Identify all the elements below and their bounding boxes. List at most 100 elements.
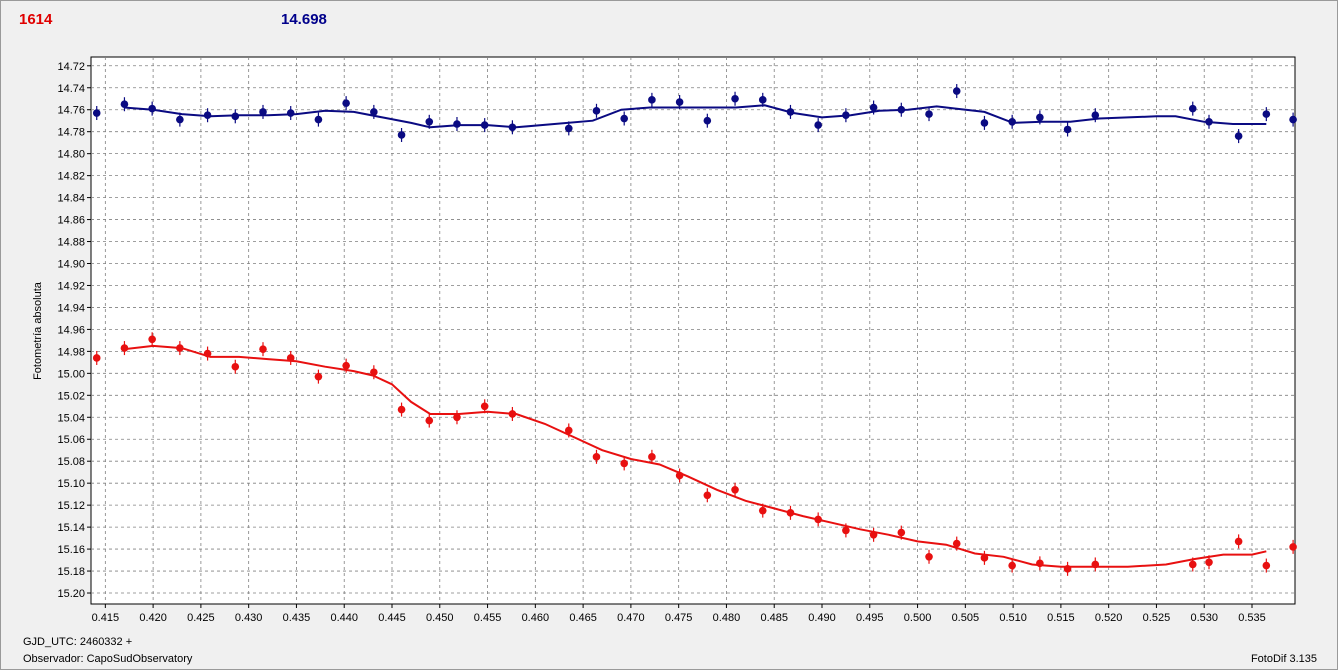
data-point [231, 112, 240, 121]
y-tick-label: 14.84 [57, 193, 85, 205]
data-point [480, 402, 489, 411]
y-axis-label: Fotometría absoluta [32, 281, 44, 380]
data-point [120, 100, 129, 109]
version-label: FotoDif 3.135 [1250, 653, 1317, 665]
data-point [648, 96, 656, 104]
data-point [869, 531, 878, 539]
data-point [814, 515, 822, 524]
data-point [203, 111, 212, 120]
data-point [286, 354, 295, 362]
x-tick-label: 0.450 [426, 612, 454, 624]
data-point [314, 115, 323, 124]
data-point [1262, 561, 1271, 570]
x-tick-label: 0.470 [617, 612, 645, 624]
x-tick-label: 0.500 [904, 612, 932, 624]
data-point [453, 413, 461, 422]
observer-label: Observador: CapoSudObservatory [23, 653, 193, 665]
data-point [1262, 110, 1271, 118]
x-tick-label: 0.530 [1190, 612, 1218, 624]
light-curve-chart: 14.72 14.74 14.76 14.78 14.80 14.82 14.84 14.86… [32, 56, 1297, 624]
comparison-magnitude-label: 14.698 [281, 11, 327, 28]
y-axis-ticks: 14.72 14.74 14.76 14.78 14.80 14.82 14.84 14.86… [57, 61, 91, 600]
y-tick-label: 14.88 [57, 237, 85, 249]
y-tick-label: 15.00 [57, 368, 85, 380]
plot-area [90, 56, 1296, 605]
data-point [370, 368, 378, 377]
y-tick-label: 14.74 [57, 83, 85, 95]
data-point [925, 110, 933, 118]
data-point [259, 345, 267, 353]
y-tick-label: 14.90 [57, 258, 85, 270]
data-point [92, 109, 101, 117]
x-tick-label: 0.480 [713, 612, 741, 624]
y-tick-label: 15.18 [57, 566, 85, 578]
data-point [620, 114, 628, 123]
data-point [980, 554, 989, 562]
y-tick-label: 15.04 [57, 412, 85, 424]
x-axis-ticks: 0.415 0.420 0.425 0.430 0.435 0.440 0.445 0.450… [92, 604, 1266, 624]
x-tick-label: 0.440 [330, 612, 358, 624]
data-point [952, 87, 961, 95]
x-tick-label: 0.520 [1095, 612, 1123, 624]
data-point [314, 372, 323, 381]
x-tick-label: 0.495 [856, 612, 884, 624]
data-point [1234, 132, 1243, 140]
x-tick-label: 0.415 [92, 612, 120, 624]
data-point [286, 109, 295, 117]
y-tick-label: 14.76 [57, 105, 85, 117]
fit-line [124, 104, 1267, 129]
y-tick-label: 14.98 [57, 346, 85, 358]
x-tick-label: 0.445 [378, 612, 406, 624]
data-point [92, 354, 101, 362]
x-tick-label: 0.430 [235, 612, 263, 624]
data-point [508, 123, 517, 132]
y-tick-label: 14.82 [57, 171, 85, 183]
target-star-label: 1614 [19, 11, 53, 28]
y-tick-label: 14.96 [57, 324, 85, 336]
data-point [176, 115, 184, 124]
data-point [1091, 111, 1100, 120]
y-tick-label: 15.10 [57, 478, 85, 490]
data-point [1205, 118, 1213, 126]
data-point [842, 111, 850, 120]
data-point [1289, 115, 1297, 124]
data-point [703, 116, 712, 125]
data-point [231, 362, 240, 371]
x-tick-label: 0.420 [139, 612, 167, 624]
data-point [897, 528, 906, 537]
data-point [1289, 543, 1297, 551]
x-tick-label: 0.490 [808, 612, 836, 624]
x-tick-label: 0.460 [522, 612, 550, 624]
data-point [508, 410, 517, 418]
data-point [203, 349, 212, 358]
data-point [814, 121, 822, 129]
data-point [480, 121, 489, 129]
series-target [92, 332, 1297, 576]
data-point [370, 108, 378, 116]
data-point [620, 459, 628, 468]
data-point [675, 98, 684, 106]
x-tick-label: 0.515 [1047, 612, 1075, 624]
data-point [731, 94, 739, 103]
y-tick-label: 15.16 [57, 544, 85, 556]
data-point [176, 344, 184, 352]
data-point [259, 108, 267, 116]
data-point [425, 416, 434, 425]
x-tick-label: 0.525 [1143, 612, 1171, 624]
x-tick-label: 0.435 [283, 612, 311, 624]
data-point [675, 471, 684, 480]
data-point [564, 124, 573, 133]
y-tick-label: 15.14 [57, 522, 85, 534]
data-point [952, 539, 961, 548]
data-point [786, 108, 795, 116]
gjd-utc-label: GJD_UTC: 2460332 + [23, 636, 133, 648]
y-tick-label: 15.02 [57, 390, 85, 402]
data-point [1008, 561, 1016, 570]
data-point [148, 335, 156, 344]
data-point [425, 118, 434, 126]
data-point [869, 103, 878, 112]
data-point [786, 509, 795, 517]
data-point [897, 105, 906, 114]
data-point [592, 453, 601, 461]
